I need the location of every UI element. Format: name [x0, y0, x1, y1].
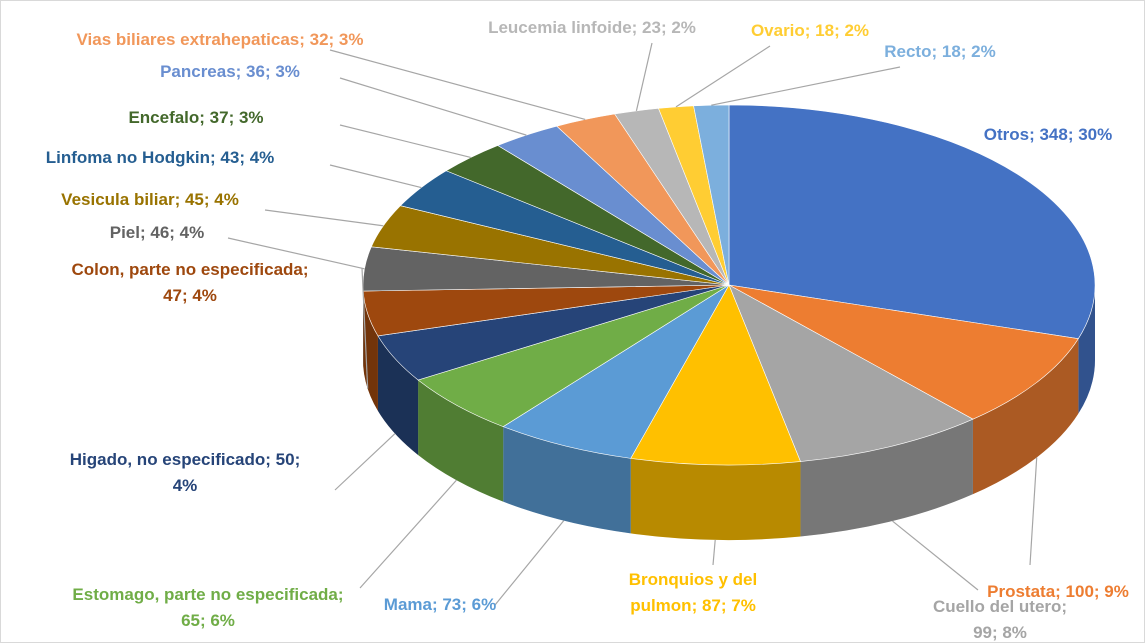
data-label-line: Encefalo; 37; 3%: [128, 108, 263, 127]
data-label: Colon, parte no especificada; 47; 4%: [71, 260, 308, 305]
data-label-line: 4%: [173, 476, 198, 495]
slice-side: [1078, 285, 1095, 414]
leader-line: [264, 209, 384, 227]
data-label-line: Pancreas; 36; 3%: [160, 62, 300, 81]
leader-line: [361, 267, 369, 389]
slice: [630, 284, 801, 466]
data-label-line: Colon, parte no especificada;: [71, 260, 308, 279]
data-label-line: Leucemia linfoide; 23; 2%: [488, 18, 696, 37]
slice: [728, 104, 1096, 340]
slice-side-shade: [418, 379, 504, 502]
data-label-line: Cuello del utero;: [933, 597, 1067, 616]
data-label-line: Linfoma no Hodgkin; 43; 4%: [46, 148, 275, 167]
slice-side: [800, 419, 973, 537]
leader-line: [711, 66, 901, 106]
data-label: Leucemia linfoide; 23; 2%: [488, 18, 696, 37]
data-label-line: Recto; 18; 2%: [884, 42, 995, 61]
leader-line: [329, 49, 586, 121]
data-label-line: Piel; 46; 4%: [110, 223, 205, 242]
slice-tops: [362, 104, 1096, 466]
slice: [728, 284, 974, 462]
data-label: Pancreas; 36; 3%: [160, 62, 300, 81]
slice-side-shade: [800, 419, 973, 537]
data-label-line: Estomago, parte no especificada;: [72, 585, 343, 604]
leader-line: [339, 124, 471, 159]
slice-side: [418, 379, 504, 502]
data-label-line: 47; 4%: [163, 286, 217, 305]
slice-side: [630, 458, 801, 540]
data-label-line: Vesicula biliar; 45; 4%: [61, 190, 239, 209]
slice-side-shade: [377, 335, 419, 455]
data-label: Recto; 18; 2%: [884, 42, 995, 61]
data-label-line: pulmon; 87; 7%: [630, 596, 756, 615]
data-label: Prostata; 100; 9%: [987, 582, 1129, 601]
leader-line: [359, 479, 457, 589]
data-label: Ovario; 18; 2%: [751, 21, 869, 40]
leader-line: [329, 164, 422, 189]
leader-line: [892, 520, 979, 591]
data-labels: Otros; 348; 30% Prostata; 100; 9%Cuello d…: [46, 18, 1129, 642]
data-label: Mama; 73; 6%: [384, 595, 496, 614]
data-label: Bronquios y del pulmon; 87; 7%: [629, 570, 757, 615]
leader-line: [494, 520, 565, 606]
leader-line: [675, 45, 771, 108]
leader-line: [334, 433, 396, 491]
leader-line: [712, 539, 716, 566]
data-label: Otros; 348; 30%: [984, 125, 1113, 144]
data-label-line: Ovario; 18; 2%: [751, 21, 869, 40]
data-label: Encefalo; 37; 3%: [128, 108, 263, 127]
data-label-line: Mama; 73; 6%: [384, 595, 496, 614]
slice-side: [377, 335, 419, 455]
data-label: Cuello del utero; 99; 8%: [933, 597, 1067, 642]
leader-line: [339, 77, 527, 136]
data-label: Estomago, parte no especificada; 65; 6%: [72, 585, 343, 630]
data-label-line: 65; 6%: [181, 611, 235, 630]
data-label-line: Higado, no especificado; 50;: [70, 450, 301, 469]
data-label: Higado, no especificado; 50; 4%: [70, 450, 301, 495]
leader-line: [635, 42, 653, 111]
leader-line: [227, 237, 365, 270]
data-label-line: Bronquios y del: [629, 570, 757, 589]
slice: [693, 104, 730, 286]
slice-side: [972, 338, 1079, 495]
data-label: Linfoma no Hodgkin; 43; 4%: [46, 148, 275, 167]
data-label: Vesicula biliar; 45; 4%: [61, 190, 239, 209]
slice-side-shade: [972, 338, 1079, 495]
slice-side-shade: [630, 458, 801, 540]
slice-side-shade: [1078, 285, 1095, 414]
data-label-line: Otros; 348; 30%: [984, 125, 1113, 144]
data-label-line: Prostata; 100; 9%: [987, 582, 1129, 601]
leader-lines: [227, 42, 1038, 606]
slice: [417, 284, 730, 427]
data-label: Piel; 46; 4%: [110, 223, 205, 242]
leader-line: [1029, 457, 1038, 566]
slice: [728, 284, 1079, 420]
data-label: Vias biliares extrahepaticas; 32; 3%: [77, 30, 364, 49]
data-label-line: 99; 8%: [973, 623, 1027, 642]
data-label-line: Vias biliares extrahepaticas; 32; 3%: [77, 30, 364, 49]
slice: [502, 284, 730, 459]
